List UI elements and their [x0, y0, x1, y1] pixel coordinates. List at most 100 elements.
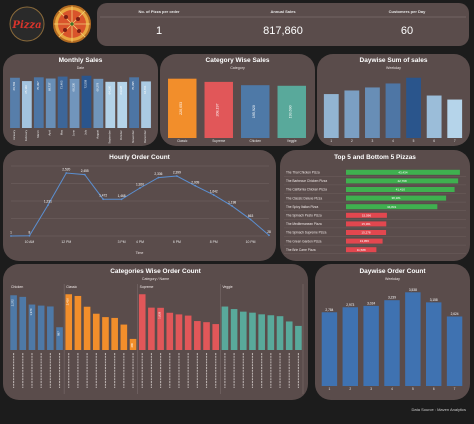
- top-bottom-category-label: The Green Garden Pizza: [286, 239, 322, 243]
- top-bottom-category-label: The Barbecue Chicken Pizza: [286, 179, 327, 183]
- top-bottom-value-label: 34,831: [387, 205, 397, 209]
- top-bottom-category-label: The Spinach Pesto Pizza: [286, 214, 322, 218]
- daywise-orders-tick-label: 3: [370, 387, 372, 391]
- category-tick-label: Classic: [177, 139, 188, 143]
- hourly-value-label: 2,336: [154, 172, 162, 176]
- hourly-tick-label: 3 PM: [118, 240, 126, 244]
- category-orders-group-label: Chicken: [11, 285, 23, 289]
- daywise-sales-bar: [406, 77, 421, 138]
- monthly-bar: [57, 76, 68, 128]
- hourly-tick-label: 12 PM: [61, 240, 71, 244]
- kpi-label-pizza-per-order: No. of Pizza per order: [138, 9, 180, 14]
- category-orders-group-label: Supreme: [140, 285, 154, 289]
- monthly-value-label: 64,701: [143, 85, 147, 94]
- category-orders-chart: Chicken 2,372 1,970 987 Classic 2,416 480 Supre…: [10, 284, 304, 394]
- category-sales-xlabel: Category: [230, 66, 245, 70]
- monthly-value-label: 65,160: [24, 85, 28, 94]
- hourly-value-label: 2,455: [81, 169, 89, 173]
- category-orders-bar: [258, 314, 265, 350]
- top-bottom-value-label: 13,956: [360, 239, 370, 243]
- hourly-order-chart: 1 8 1,231 2,520 2,455 1,472 1,468 1,920 2,336 2,3…: [10, 165, 271, 244]
- hourly-order-panel: Hourly Order Count Time 1 8 1,231 2,520 2,45…: [3, 150, 276, 261]
- category-orders-bar: [120, 324, 128, 350]
- kpi-panel: No. of Pizza per order 1 Annual Sales 81…: [97, 3, 469, 46]
- daywise-sales-bar: [365, 87, 380, 138]
- monthly-bar: [141, 81, 151, 128]
- monthly-value-label: 70,395: [131, 81, 135, 90]
- hourly-point: [212, 194, 215, 196]
- hourly-value-label: 1,472: [99, 194, 107, 198]
- daywise-orders-value-label: 3,024: [367, 301, 375, 305]
- hourly-point: [157, 176, 160, 179]
- monthly-tick-label: September: [107, 130, 111, 144]
- category-bar: [168, 78, 197, 138]
- category-orders-bar: [239, 311, 247, 350]
- monthly-sales-panel: Monthly Sales Date 69,793 January 65,160 Fe…: [3, 54, 158, 146]
- hourly-value-label: 1,642: [210, 189, 218, 193]
- category-orders-bar: [37, 305, 45, 350]
- daywise-sales-bar: [323, 94, 339, 138]
- monthly-value-label: 64,028: [119, 85, 123, 94]
- category-sales-chart: 220,053 Classic 208,197 Supreme 195,920 Chick…: [168, 78, 306, 143]
- daywise-sales-panel: Daywise Sum of sales Weekday 1 2 3 4 5 6 7: [317, 54, 470, 146]
- category-orders-bar: [102, 317, 109, 350]
- hourly-point: [231, 205, 234, 207]
- category-orders-bar: [19, 296, 27, 350]
- hourly-order-xlabel: Time: [135, 251, 144, 255]
- monthly-tick-label: February: [24, 129, 28, 141]
- daywise-sales-tick-label: 5: [413, 139, 415, 143]
- daywise-orders-bar: [446, 316, 463, 386]
- category-orders-xlabel: Category / Name: [141, 277, 170, 281]
- monthly-bar: [93, 78, 104, 128]
- monthly-tick-label: January: [12, 129, 16, 140]
- pizza-logo: Pizza: [5, 5, 49, 43]
- category-orders-group-label: Veggie: [222, 285, 232, 289]
- top-bottom-value-label: 11,588: [357, 248, 366, 252]
- daywise-orders-bar: [321, 312, 338, 386]
- hourly-point: [10, 235, 12, 237]
- monthly-value-label: 68,278: [95, 82, 99, 91]
- category-orders-value-label: 480: [130, 342, 134, 347]
- monthly-tick-label: May: [60, 129, 64, 135]
- top-bottom-chart: The Thai Chicken Pizza 43,434 The Barbecue…: [284, 169, 466, 254]
- category-orders-bar: [166, 312, 174, 350]
- daywise-orders-value-label: 2,973: [346, 303, 354, 307]
- category-orders-bar: [285, 321, 293, 350]
- monthly-tick-label: November: [131, 130, 135, 143]
- category-orders-bar: [194, 321, 201, 350]
- category-orders-bar: [267, 315, 275, 350]
- hourly-point: [175, 175, 178, 177]
- daywise-orders-xlabel: Weekday: [385, 277, 400, 281]
- category-orders-bar: [47, 306, 54, 350]
- kpi-value-customers-per-day: 60: [400, 25, 414, 37]
- category-bar: [241, 85, 270, 138]
- category-orders-value-label: 2,372: [11, 299, 15, 306]
- monthly-sales-xlabel: Date: [76, 66, 85, 70]
- kpi-label-annual-sales: Annual Sales: [270, 9, 296, 14]
- monthly-bar: [69, 78, 80, 128]
- top-bottom-bar: [346, 221, 387, 227]
- hourly-point: [268, 234, 270, 237]
- hourly-value-label: 1,198: [228, 201, 236, 205]
- hourly-point: [139, 187, 141, 189]
- top-bottom-title: Top 5 and Bottom 5 Pizzas: [334, 154, 416, 161]
- hourly-tick-label: 10 AM: [25, 240, 35, 244]
- hourly-tick-label: 10 PM: [246, 240, 256, 244]
- category-orders-bar: [249, 312, 256, 350]
- category-orders-bar: [148, 307, 155, 350]
- hourly-point: [120, 198, 123, 201]
- daywise-orders-bar: [342, 307, 359, 386]
- category-bar: [277, 85, 306, 138]
- top-bottom-category-label: The Mediterranean Pizza: [286, 222, 322, 226]
- monthly-value-label: 68,230: [72, 82, 76, 91]
- daywise-sales-chart: 1 2 3 4 5 6 7: [323, 77, 463, 143]
- daywise-orders-tick-label: 1: [329, 387, 331, 391]
- category-sales-title: Category Wise Sales: [205, 57, 270, 64]
- hourly-point: [194, 184, 197, 187]
- daywise-orders-value-label: 3,239: [388, 296, 396, 300]
- monthly-tick-label: July: [83, 129, 87, 135]
- daywise-orders-value-label: 2,784: [325, 308, 333, 312]
- kpi-label-customers-per-day: Customers per Day: [388, 9, 426, 14]
- category-orders-bar: [83, 306, 91, 350]
- category-orders-value-label: 1,970: [29, 308, 33, 315]
